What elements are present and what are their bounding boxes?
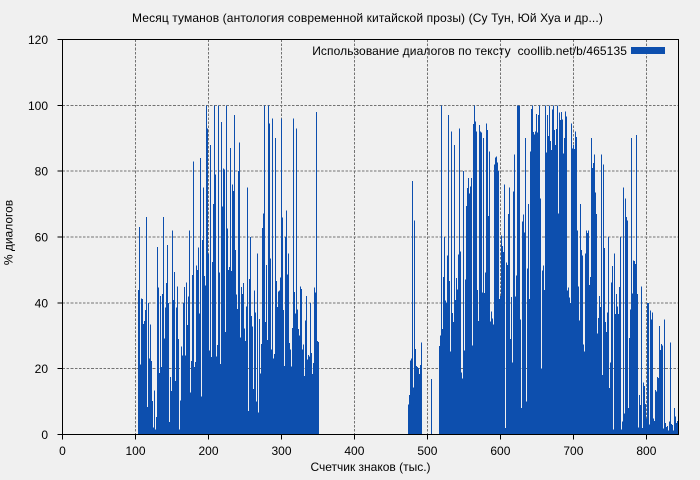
- svg-text:120: 120: [28, 33, 48, 47]
- svg-text:60: 60: [35, 231, 49, 245]
- svg-text:0: 0: [59, 444, 66, 458]
- svg-text:80: 80: [35, 165, 49, 179]
- svg-text:20: 20: [35, 362, 49, 376]
- svg-text:700: 700: [563, 444, 583, 458]
- svg-text:0: 0: [41, 428, 48, 442]
- svg-text:% диалогов: % диалогов: [2, 200, 16, 265]
- svg-text:Месяц туманов (антология совре: Месяц туманов (антология современной кит…: [132, 11, 603, 25]
- svg-text:800: 800: [636, 444, 656, 458]
- svg-text:500: 500: [417, 444, 437, 458]
- svg-text:600: 600: [490, 444, 510, 458]
- svg-text:Счетчик знаков (тыс.): Счетчик знаков (тыс.): [310, 460, 430, 474]
- svg-text:300: 300: [271, 444, 291, 458]
- svg-text:100: 100: [125, 444, 145, 458]
- svg-text:200: 200: [198, 444, 218, 458]
- svg-text:100: 100: [28, 99, 48, 113]
- svg-text:Использование диалогов по текс: Использование диалогов по тексту coollib…: [312, 44, 627, 58]
- svg-text:400: 400: [344, 444, 364, 458]
- svg-text:40: 40: [35, 296, 49, 310]
